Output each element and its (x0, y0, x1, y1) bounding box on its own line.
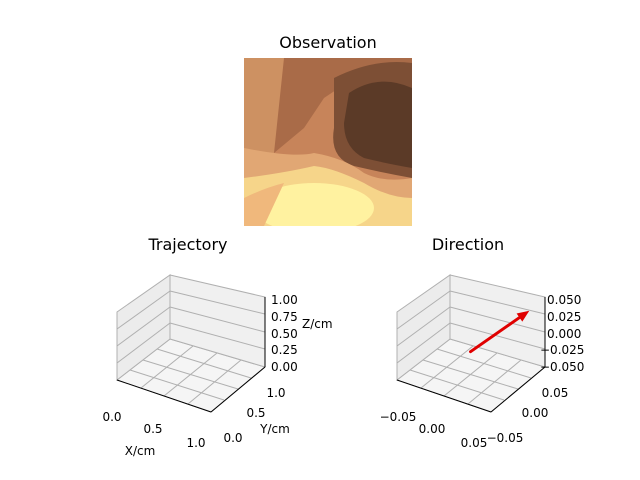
dir-x-axis-line (396, 379, 492, 413)
dir-z-tick: 0.025 (547, 310, 581, 324)
traj-x-axis-line (116, 379, 212, 413)
traj-grid-z4 (169, 322, 266, 350)
dir-grid-z1 (396, 322, 451, 364)
traj-z-tick: 0.00 (271, 360, 298, 374)
obs-highlight (254, 183, 374, 226)
traj-z-label: Z/cm (302, 317, 333, 331)
traj-z-tick: 1.00 (271, 293, 298, 307)
direction-arrow-shaft (469, 316, 521, 354)
dir-y-tick: 0.05 (542, 386, 569, 400)
traj-x-tick: 1.0 (186, 436, 205, 450)
traj-x-label: X/cm (125, 444, 156, 458)
traj-grid-y2 (142, 359, 239, 390)
traj-grid-y3 (156, 348, 252, 379)
direction-arrow-head (516, 310, 530, 322)
obs-rim (244, 183, 284, 226)
obs-wall-upper (274, 58, 412, 153)
observation-title: Observation (279, 33, 377, 52)
traj-grid-z2 (116, 306, 171, 347)
dir-grid-z4 (449, 322, 546, 350)
dir-grid-y2 (422, 359, 519, 390)
dir-x-tick: −0.05 (380, 410, 417, 424)
obs-lumen-inner (344, 81, 412, 168)
dir-y-tick: 0.00 (522, 406, 549, 420)
dir-x-tick: 0.05 (461, 436, 488, 450)
traj-z-tick: 0.50 (271, 327, 298, 341)
traj-z-tick: 0.25 (271, 343, 298, 357)
traj-grid-z1 (116, 322, 171, 364)
traj-grid-z6 (169, 290, 266, 315)
traj-y-tick: 1.0 (266, 386, 285, 400)
traj-y-tick: 0.5 (246, 406, 265, 420)
dir-z-tick: 0.050 (547, 293, 581, 307)
traj-y-tick: 0.0 (223, 431, 242, 445)
trajectory-title: Trajectory (148, 235, 228, 254)
dir-grid-z2 (396, 306, 451, 347)
traj-x-tick: 0.0 (102, 410, 121, 424)
traj-grid-z3 (116, 290, 171, 330)
dir-grid-z5 (449, 306, 546, 333)
dir-grid-y1 (409, 369, 505, 401)
traj-z-tick: 0.75 (271, 310, 298, 324)
dir-z-tick: −0.025 (540, 343, 584, 357)
traj-y-axis-line (210, 366, 266, 413)
direction-arrow (469, 310, 530, 354)
dir-grid-y3 (436, 348, 532, 379)
dir-y-tick: −0.05 (487, 431, 524, 445)
traj-grid-z5 (169, 306, 266, 333)
dir-z-tick: −0.050 (540, 360, 584, 374)
traj-grid-y1 (129, 369, 225, 401)
dir-x-tick: 0.00 (419, 422, 446, 436)
dir-grid-z6 (449, 290, 546, 315)
observation-image (244, 58, 412, 226)
traj-x-tick: 0.5 (143, 422, 162, 436)
dir-z-tick: 0.000 (547, 327, 581, 341)
direction-title: Direction (431, 235, 505, 254)
dir-grid-z3 (396, 290, 451, 330)
traj-y-label: Y/cm (259, 422, 290, 436)
dir-y-axis-line (490, 366, 546, 413)
